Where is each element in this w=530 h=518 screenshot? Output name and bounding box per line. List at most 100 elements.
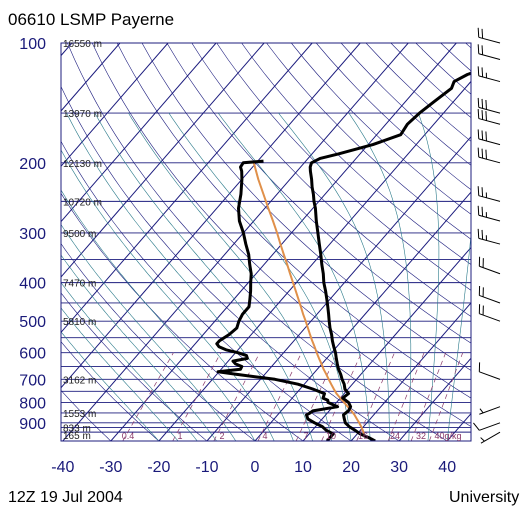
wind-barb-shaft — [478, 138, 501, 146]
wind-barb-shaft — [478, 53, 501, 60]
pressure-tick-label: 900 — [19, 416, 46, 433]
isotherm-line — [495, 43, 530, 441]
height-label: 12130 m — [63, 159, 102, 170]
isotherm-line — [446, 412, 471, 441]
dry-adiabat-line — [61, 341, 160, 441]
wind-barb — [478, 304, 501, 322]
mixing-ratio-label: 40g/kg — [434, 431, 461, 441]
temperature-tick-label: 10 — [294, 459, 312, 476]
mixing-ratio-label: 16 — [358, 431, 368, 441]
isotherm-line — [158, 80, 471, 441]
dry-adiabat-line — [365, 43, 471, 142]
wind-barb — [480, 431, 501, 444]
moist-adiabat-line — [446, 231, 471, 441]
wind-barb-shaft — [478, 36, 501, 44]
isotherm-line — [110, 43, 457, 441]
wind-barb-shaft — [478, 75, 501, 83]
dry-adiabat-line — [465, 43, 471, 49]
isotherm-line — [61, 43, 265, 278]
wind-barb-shaft — [479, 313, 501, 322]
height-label: 833 m — [63, 424, 91, 435]
wind-barb-shaft — [479, 294, 501, 304]
wind-barb — [477, 44, 501, 60]
wind-barb-feather — [481, 110, 484, 120]
wind-barb-feather — [477, 129, 480, 139]
wind-barb — [477, 147, 501, 164]
wind-barb — [477, 27, 501, 44]
isotherm-line — [350, 302, 471, 441]
height-label: 5810 m — [63, 317, 96, 328]
wind-barb-feather — [477, 228, 480, 239]
wind-barb — [477, 129, 501, 146]
temperature-tick-label: 40 — [438, 459, 456, 476]
wind-barb — [477, 205, 501, 222]
wind-barb-shaft — [478, 118, 501, 125]
wind-barb-feather — [481, 28, 484, 39]
height-label: 9500 m — [63, 229, 96, 240]
mixing-ratio-line — [387, 352, 425, 441]
moist-adiabat-line — [418, 113, 440, 441]
temperature-tick-label: 20 — [342, 459, 360, 476]
footer-left: 12Z 19 Jul 2004 — [8, 489, 123, 506]
wind-barb-feather — [481, 187, 484, 197]
isotherm-line — [61, 43, 217, 223]
temperature-tick-label: 0 — [251, 459, 260, 476]
pressure-tick-label: 600 — [19, 346, 46, 363]
isotherm-line — [61, 43, 313, 334]
pressure-tick-label: 400 — [19, 276, 46, 293]
wind-barb-feather — [477, 186, 480, 196]
wind-barb-feather — [473, 422, 480, 431]
mixing-ratio-line — [257, 352, 302, 441]
wind-barb — [478, 285, 501, 304]
dewpoint-trace — [215, 159, 340, 441]
pressure-tick-label: 500 — [19, 314, 46, 331]
dry-adiabat-line — [116, 43, 471, 399]
wind-barb-shaft — [478, 237, 501, 245]
isotherm-line — [62, 43, 409, 441]
mixing-ratio-line — [410, 352, 447, 441]
isotherm-line — [206, 136, 471, 441]
isotherm-line — [61, 43, 361, 389]
temperature-tick-label: -30 — [99, 459, 122, 476]
dry-adiabat-line — [61, 140, 352, 441]
isotherm-line — [302, 246, 471, 441]
wind-barb — [477, 66, 501, 83]
temperature-trace — [308, 71, 471, 441]
dry-adiabat-line — [91, 43, 471, 427]
height-label: 13970 m — [63, 109, 102, 120]
mixing-ratio-line — [213, 352, 261, 441]
moist-adiabat-line — [168, 112, 352, 441]
dry-adiabat-line — [61, 389, 112, 441]
wind-barb-feather — [477, 27, 480, 38]
wind-barb-feather — [485, 131, 487, 142]
wind-barb — [479, 406, 501, 415]
wind-barb-feather — [477, 44, 480, 54]
wind-barb-half-feather — [480, 437, 485, 442]
dry-adiabat-line — [266, 43, 471, 240]
wind-barb — [478, 256, 501, 275]
pressure-tick-label: 800 — [19, 395, 46, 412]
dry-adiabat-line — [216, 43, 471, 291]
moist-adiabat-line — [66, 112, 294, 441]
wind-barb-feather — [477, 66, 480, 76]
wind-barb-feather — [481, 148, 484, 159]
isotherm-line — [61, 43, 169, 168]
height-label: 3162 m — [63, 375, 96, 386]
pressure-tick-label: 700 — [19, 372, 46, 389]
wind-barb-shaft — [480, 431, 501, 444]
temperature-tick-label: -40 — [51, 459, 74, 476]
pressure-tick-label: 100 — [19, 36, 46, 53]
wind-barb — [477, 97, 501, 114]
dry-adiabat-line — [440, 43, 471, 72]
isotherm-line — [61, 43, 121, 112]
dry-adiabat-line — [291, 43, 471, 215]
height-label: 16550 m — [63, 39, 102, 50]
moist-adiabat-line — [94, 112, 313, 441]
moist-adiabat-line — [61, 149, 275, 441]
mixing-ratio-label: 32 — [416, 431, 426, 441]
wind-barb-feather — [481, 130, 484, 140]
dry-adiabat-line — [61, 192, 304, 441]
dry-adiabat-line — [61, 243, 256, 441]
height-label: 7470 m — [63, 279, 96, 290]
wind-barb-feather — [485, 111, 487, 121]
